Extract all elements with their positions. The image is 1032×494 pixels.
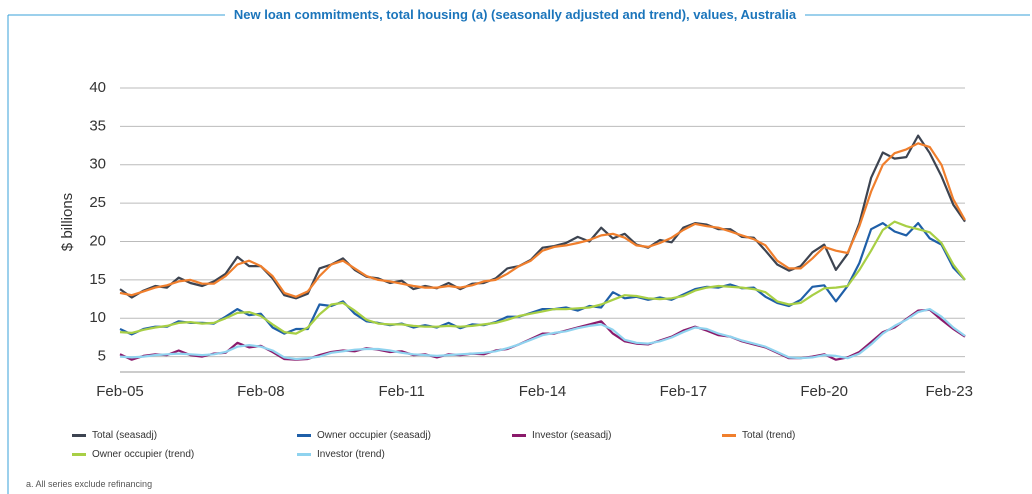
y-tick-label: 15	[89, 271, 106, 288]
legend-item: Total (seasadj)	[72, 430, 157, 441]
legend-item: Investor (seasadj)	[512, 430, 611, 441]
y-tick-label: 40	[89, 79, 106, 96]
legend-swatch	[72, 453, 86, 456]
legend-item: Owner occupier (trend)	[72, 449, 194, 460]
legend-swatch	[512, 434, 526, 437]
x-tick-label: Feb-14	[519, 383, 567, 400]
legend-swatch	[297, 434, 311, 437]
legend-swatch	[722, 434, 736, 437]
x-tick-label: Feb-11	[378, 383, 424, 400]
series-line	[119, 134, 966, 300]
legend-label: Total (trend)	[742, 430, 796, 441]
y-axis-label: $ billions	[59, 193, 76, 251]
x-tick-label: Feb-17	[660, 383, 708, 400]
series-line	[119, 222, 966, 336]
legend-item: Total (trend)	[722, 430, 795, 441]
legend-label: Investor (seasadj)	[532, 430, 612, 441]
y-tick-label: 30	[89, 156, 106, 173]
y-tick-label: 25	[89, 194, 106, 211]
series-line	[119, 142, 966, 298]
y-tick-label: 20	[89, 232, 106, 249]
chart-title: New loan commitments, total housing (a) …	[233, 7, 797, 22]
legend-label: Owner occupier (trend)	[92, 449, 195, 460]
x-tick-label: Feb-08	[237, 383, 285, 400]
x-tick-label: Feb-20	[800, 383, 848, 400]
legend-item: Owner occupier (seasadj)	[297, 430, 431, 441]
legend-label: Owner occupier (seasadj)	[317, 430, 431, 441]
series-line	[119, 308, 966, 361]
legend-label: Investor (trend)	[317, 449, 385, 460]
legend-label: Total (seasadj)	[92, 430, 158, 441]
legend-swatch	[72, 434, 86, 437]
y-tick-label: 10	[89, 309, 106, 326]
footnote: a. All series exclude refinancing	[26, 479, 153, 489]
x-tick-label: Feb-05	[96, 383, 144, 400]
series-line	[119, 220, 966, 335]
x-tick-label: Feb-23	[925, 383, 973, 400]
legend-item: Investor (trend)	[297, 449, 385, 460]
legend-swatch	[297, 453, 311, 456]
y-tick-label: 5	[98, 348, 106, 365]
y-tick-label: 35	[89, 117, 106, 134]
